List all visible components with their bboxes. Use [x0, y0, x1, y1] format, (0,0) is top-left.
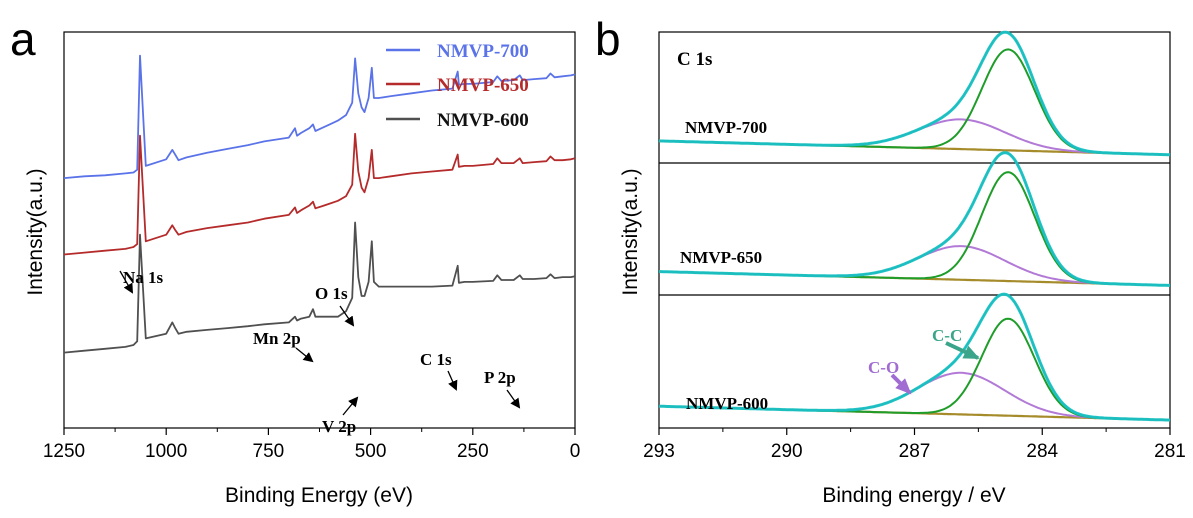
x-tick-label: 1250 — [43, 441, 85, 462]
envelope-nmvp-700 — [658, 30, 1171, 157]
series-line-nmvp-650 — [63, 132, 576, 256]
panel-a-x-axis-title: Binding Energy (eV) — [225, 484, 413, 507]
x-tick-label: 290 — [771, 441, 803, 462]
x-tick-label: 284 — [1026, 441, 1058, 462]
x-tick-label: 750 — [253, 441, 285, 462]
x-tick-label: 250 — [457, 441, 489, 462]
envelope-nmvp-600 — [658, 292, 1171, 422]
x-tick-label: 287 — [899, 441, 931, 462]
x-tick-label: 0 — [570, 441, 581, 462]
panel-a-legend: NMVP-700 NMVP-650 NMVP-600 — [386, 41, 529, 131]
panel-b-frame — [658, 31, 1171, 429]
annotation-mn-2p: Mn 2p — [253, 329, 301, 348]
annotation-mn-2p-arrow — [295, 347, 314, 363]
annotation-na-1s: Na 1s — [123, 268, 164, 287]
panel-b-title: C 1s — [677, 49, 712, 70]
panel-letter-a: a — [10, 13, 36, 65]
annotation-p-2p-arrow — [506, 389, 521, 409]
annotation-na-1s-arrow — [119, 270, 133, 294]
peak-label-c-c: C-C — [932, 326, 962, 345]
annotation-c-1s: C 1s — [420, 350, 452, 369]
panel-b-y-axis-title: Intensity(a.u.) — [619, 168, 642, 295]
panel-b-x-axis-title: Binding energy / eV — [822, 484, 1005, 507]
sample-label-nmvp-600: NMVP-600 — [686, 394, 768, 413]
peak-label-c-c-arrow — [945, 341, 980, 360]
panel-a-chart: 1250 1000 750 500 250 0 Binding Energy (eV) I… — [24, 31, 580, 507]
annotation-c-1s-arrow — [447, 370, 458, 391]
series-line-nmvp-700 — [63, 54, 576, 179]
panel-a-series — [63, 54, 576, 354]
fit-c-c-nmvp-650 — [659, 171, 1170, 287]
panel-b-x-ticks: 293 290 287 284 281 — [643, 428, 1186, 462]
legend-label-nmvp-700: NMVP-700 — [437, 41, 529, 62]
peak-label-c-o: C-O — [868, 358, 899, 377]
fit-c-c-nmvp-700 — [658, 48, 1171, 156]
legend-label-nmvp-600: NMVP-600 — [437, 110, 529, 131]
annotation-o-1s: O 1s — [315, 284, 348, 303]
panel-a-annotations: Na 1s Mn 2p O 1s V 2p C 1s P 2p — [119, 268, 521, 436]
panel-b-series — [658, 30, 1171, 422]
annotation-v-2p-arrow — [342, 396, 359, 416]
annotation-p-2p: P 2p — [484, 368, 516, 387]
x-tick-label: 281 — [1154, 441, 1186, 462]
x-tick-label: 293 — [643, 441, 675, 462]
legend-label-nmvp-650: NMVP-650 — [437, 75, 529, 96]
x-tick-label: 500 — [355, 441, 387, 462]
panel-a-y-axis-title: Intensity(a.u.) — [24, 168, 47, 295]
panel-b-chart: 293 290 287 284 281 C 1s NMVP-700 NMVP-650 N… — [619, 30, 1186, 507]
panel-a-x-ticks: 1250 1000 750 500 250 0 — [43, 428, 580, 462]
x-tick-label: 1000 — [145, 441, 187, 462]
series-line-nmvp-600 — [63, 221, 576, 354]
sample-label-nmvp-650: NMVP-650 — [680, 248, 762, 267]
annotation-v-2p: V 2p — [322, 417, 356, 436]
sample-label-nmvp-700: NMVP-700 — [685, 118, 767, 137]
annotation-o-1s-arrow — [339, 305, 355, 327]
peak-label-c-o-arrow — [890, 373, 912, 395]
panel-letter-b: b — [595, 13, 621, 65]
envelope-nmvp-650 — [659, 151, 1170, 287]
